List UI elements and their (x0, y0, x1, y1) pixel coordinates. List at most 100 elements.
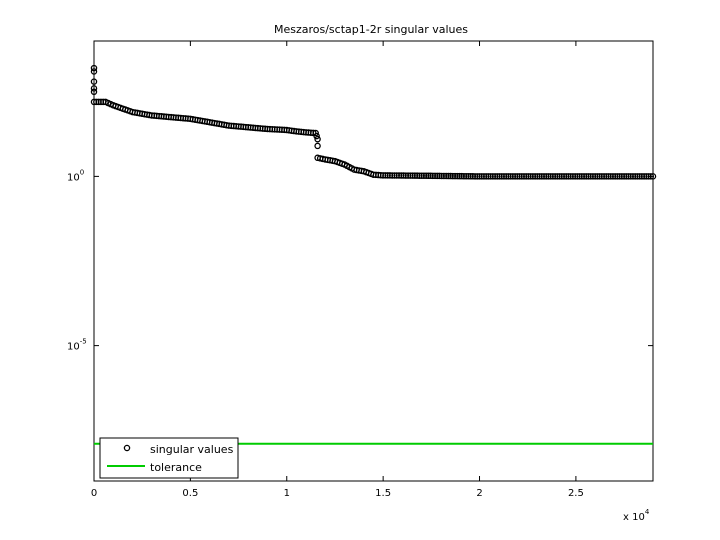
data-point (411, 172, 419, 179)
data-point (386, 172, 394, 179)
data-point (547, 173, 554, 180)
data-point (458, 172, 465, 180)
data-point (314, 142, 321, 150)
data-point (382, 172, 389, 179)
axes-box (93, 40, 654, 482)
data-point (310, 129, 317, 137)
data-point (534, 173, 541, 180)
data-point (556, 173, 563, 180)
data-point (518, 173, 526, 180)
data-point (422, 172, 430, 180)
data-point (409, 172, 416, 179)
data-point (413, 172, 421, 179)
data-point (379, 172, 387, 179)
data-point (449, 172, 457, 180)
data-point (600, 173, 608, 180)
data-point (542, 173, 550, 180)
x-scale-exponent: 4 (645, 508, 650, 516)
data-point (511, 173, 519, 180)
data-point (500, 173, 508, 180)
data-point (527, 173, 534, 180)
data-point (514, 173, 521, 180)
data-point (567, 173, 574, 180)
data-point (395, 172, 403, 179)
data-point (607, 173, 614, 180)
legend-label-singular-values: singular values (150, 443, 234, 456)
data-point (594, 173, 601, 180)
data-point (440, 172, 448, 180)
data-point (491, 173, 499, 180)
data-point (407, 172, 414, 179)
data-point (90, 85, 98, 92)
data-point (536, 173, 543, 180)
data-point (314, 135, 321, 143)
x-tick-label: 2.5 (568, 488, 584, 499)
y-tick-exponent: 0 (80, 168, 84, 176)
data-point (638, 173, 646, 180)
legend-label-tolerance: tolerance (150, 461, 202, 474)
data-point (429, 172, 437, 180)
data-point (545, 173, 552, 180)
data-point (480, 173, 488, 180)
data-point (509, 173, 517, 180)
data-point (554, 173, 561, 180)
data-point (614, 173, 621, 180)
data-point (456, 172, 463, 180)
data-point (551, 173, 559, 180)
data-point (469, 173, 477, 180)
y-tick-exponent: -5 (80, 338, 87, 346)
data-point (647, 173, 655, 180)
data-point (462, 172, 470, 180)
data-point (388, 172, 396, 179)
data-point (400, 172, 407, 179)
data-point (438, 172, 445, 180)
data-point (489, 173, 497, 180)
legend-box (99, 437, 239, 479)
data-point (431, 172, 439, 180)
data-point (516, 173, 523, 180)
data-point (576, 173, 583, 180)
data-point (618, 173, 626, 180)
data-point (482, 173, 490, 180)
data-point (609, 173, 617, 180)
data-point (571, 173, 579, 180)
data-point (384, 172, 391, 179)
chart-title: Meszaros/sctap1-2r singular values (274, 23, 468, 36)
data-point (525, 173, 532, 180)
data-point (427, 172, 434, 180)
x-tick-label: 2 (476, 488, 482, 499)
data-point (460, 172, 468, 180)
data-point (451, 172, 459, 180)
data-point (434, 172, 441, 180)
data-point (436, 172, 443, 180)
data-point (634, 173, 641, 180)
data-point (445, 172, 452, 180)
data-point (505, 173, 512, 180)
data-point (558, 173, 566, 180)
data-point (629, 173, 637, 180)
legend-marker-singular-values (123, 444, 131, 452)
data-point (645, 173, 652, 180)
data-point (625, 173, 632, 180)
data-point (611, 173, 619, 180)
data-point (596, 173, 603, 180)
x-tick-label: 1 (284, 488, 290, 499)
data-point (478, 173, 485, 180)
data-point (313, 132, 320, 140)
x-scale-factor: x 104 (623, 508, 650, 523)
data-point (90, 64, 98, 72)
data-point (520, 173, 528, 180)
x-scale-base: x 10 (623, 512, 645, 523)
data-point (565, 173, 572, 180)
data-point (540, 173, 548, 180)
data-point (623, 173, 630, 180)
data-point (631, 173, 639, 180)
data-point (498, 173, 506, 180)
data-point (569, 173, 577, 180)
data-point (531, 173, 539, 180)
data-point (620, 173, 628, 180)
data-point (603, 173, 610, 180)
x-tick-label: 1.5 (375, 488, 391, 499)
